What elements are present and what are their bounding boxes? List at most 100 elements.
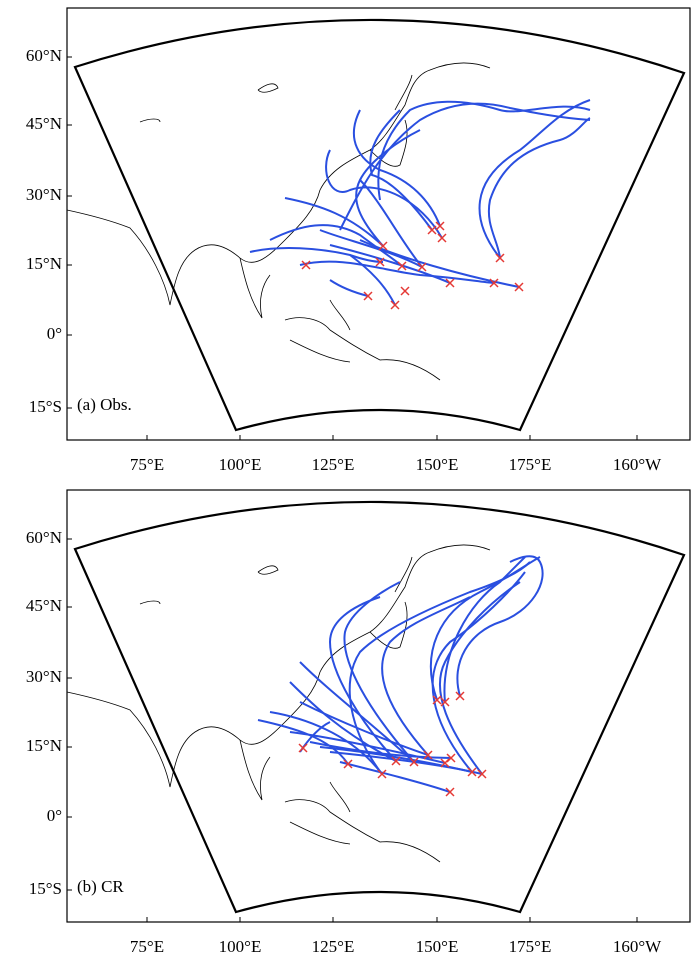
genesis-marker <box>437 233 447 243</box>
typhoon-track <box>329 244 451 284</box>
lat-label: 45°N <box>26 596 62 615</box>
panel-label: (a) Obs. <box>77 395 132 414</box>
typhoon-track <box>478 99 591 259</box>
coastline <box>329 781 351 813</box>
panel-label: (b) CR <box>77 877 124 896</box>
lon-label: 175°E <box>509 937 552 956</box>
genesis-marker <box>391 756 401 766</box>
panel-frame <box>66 7 691 441</box>
typhoon-track <box>299 701 429 756</box>
lon-label: 150°E <box>416 937 459 956</box>
coastline <box>66 62 491 306</box>
coastline <box>369 601 408 649</box>
coastline <box>329 299 351 331</box>
genesis-marker <box>423 750 433 760</box>
genesis-marker <box>390 300 400 310</box>
genesis-marker <box>298 743 308 753</box>
typhoon-track <box>359 179 423 268</box>
typhoon-track <box>257 719 349 765</box>
typhoon-track <box>377 100 591 201</box>
typhoon-track <box>339 761 451 793</box>
typhoon-track <box>284 197 384 247</box>
typhoon-track <box>328 596 397 762</box>
genesis-marker <box>495 253 505 263</box>
lon-label: 75°E <box>130 455 164 474</box>
typhoon-track <box>299 260 495 284</box>
genesis-marker <box>409 757 419 767</box>
coastline <box>139 600 161 605</box>
lat-label: 30°N <box>26 185 62 204</box>
coastline <box>394 556 413 593</box>
typhoon-track <box>487 117 591 259</box>
map-panel: 60°N 45°N 30°N 15°N 0° 15°S 75°E 100°E 125°E 150°… <box>26 7 691 474</box>
genesis-marker <box>489 278 499 288</box>
typhoon-track <box>289 731 446 764</box>
coastline <box>139 118 161 123</box>
coastline <box>284 799 441 863</box>
coastline <box>239 739 271 801</box>
coastline <box>257 565 279 575</box>
typhoon-track <box>325 149 443 239</box>
coastline <box>239 257 271 319</box>
lon-label: 125°E <box>312 455 355 474</box>
lon-label: 125°E <box>312 937 355 956</box>
typhoon-track <box>438 581 521 775</box>
lat-label: 15°N <box>26 736 62 755</box>
lon-label: 100°E <box>219 455 262 474</box>
lon-label: 75°E <box>130 937 164 956</box>
genesis-marker <box>514 282 524 292</box>
lon-label: 150°E <box>416 455 459 474</box>
genesis-marker <box>467 767 477 777</box>
coastline <box>289 821 351 845</box>
panel-frame <box>66 489 691 923</box>
typhoon-track <box>339 102 591 231</box>
typhoon-track <box>269 711 383 775</box>
typhoon-track <box>319 229 423 268</box>
genesis-marker <box>301 260 311 270</box>
genesis-marker <box>427 225 437 235</box>
lon-label: 160°W <box>613 455 662 474</box>
typhoon-track <box>329 279 369 297</box>
typhoon-track <box>269 224 403 267</box>
lon-label: 175°E <box>509 455 552 474</box>
coastline <box>284 317 441 381</box>
lat-label: 15°S <box>29 397 62 416</box>
coastline <box>66 544 491 788</box>
typhoon-track <box>249 247 384 263</box>
genesis-marker <box>440 697 450 707</box>
typhoon-track <box>349 254 396 306</box>
typhoon-track <box>348 561 531 775</box>
domain-outline <box>73 18 686 432</box>
genesis-marker <box>477 769 487 779</box>
map-panel: 60°N 45°N 30°N 15°N 0° 15°S 75°E 100°E 125°E 150°… <box>26 489 691 956</box>
lat-label: 0° <box>47 806 62 825</box>
typhoon-track <box>443 556 526 703</box>
lat-label: 0° <box>47 324 62 343</box>
lat-label: 30°N <box>26 667 62 686</box>
lon-label: 100°E <box>219 937 262 956</box>
lat-label: 60°N <box>26 46 62 65</box>
typhoon-track <box>456 555 544 697</box>
genesis-marker <box>397 261 407 271</box>
typhoon-track <box>359 239 520 288</box>
typhoon-track <box>329 751 483 775</box>
lat-label: 15°N <box>26 254 62 273</box>
typhoon-track <box>289 681 397 762</box>
genesis-marker <box>377 769 387 779</box>
typhoon-track <box>381 596 471 756</box>
genesis-marker <box>445 787 455 797</box>
typhoon-track <box>431 571 526 773</box>
typhoon-track <box>369 109 433 231</box>
lat-label: 15°S <box>29 879 62 898</box>
genesis-marker <box>343 759 353 769</box>
genesis-marker <box>432 695 442 705</box>
genesis-marker <box>435 221 445 231</box>
typhoon-track <box>353 109 441 227</box>
genesis-marker <box>445 278 455 288</box>
genesis-marker <box>363 291 373 301</box>
genesis-marker <box>455 691 465 701</box>
genesis-marker <box>378 241 388 251</box>
coastline <box>257 83 279 93</box>
typhoon-track <box>343 581 415 763</box>
